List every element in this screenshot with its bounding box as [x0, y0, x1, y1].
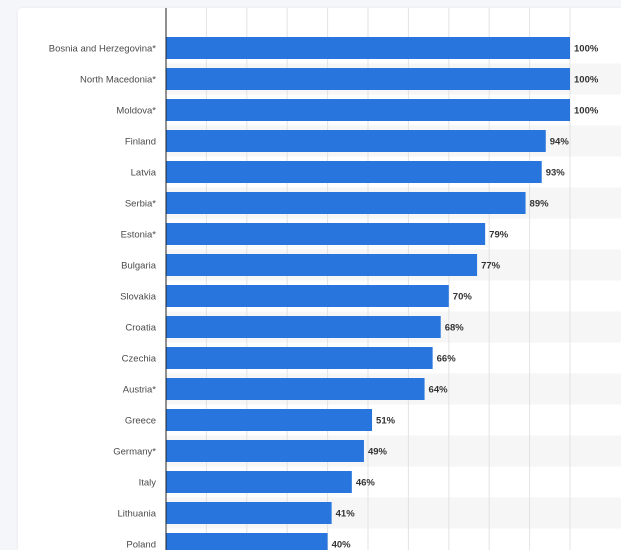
category-label: Estonia*	[121, 230, 157, 241]
bar	[166, 440, 364, 462]
category-label: Germany*	[113, 447, 156, 458]
bar	[166, 99, 570, 121]
bar-chart: Bosnia and Herzegovina* North Macedonia* M…	[49, 8, 621, 550]
bar	[166, 409, 373, 431]
value-label: 77%	[481, 261, 501, 272]
category-label: Czechia	[122, 354, 157, 365]
category-label: Moldova*	[116, 106, 156, 117]
value-label: 100%	[574, 44, 599, 55]
category-label: Croatia	[125, 323, 156, 334]
category-label: Serbia*	[125, 199, 156, 210]
value-label: 64%	[429, 385, 449, 396]
value-label: 89%	[530, 199, 550, 210]
value-label: 79%	[489, 230, 509, 241]
chart-card: Bosnia and Herzegovina* North Macedonia* M…	[18, 8, 621, 550]
bar	[166, 378, 425, 400]
bar	[166, 37, 570, 59]
bar	[166, 316, 441, 338]
value-label: 51%	[376, 416, 396, 427]
value-labels: 100% 100% 100% 94% 93% 89% 79% 77% 70% 68% 66% 64% 5…	[332, 44, 599, 550]
category-label: Bosnia and Herzegovina*	[49, 44, 157, 55]
bars	[166, 37, 570, 550]
bar	[166, 192, 526, 214]
bar	[166, 471, 352, 493]
value-label: 46%	[356, 478, 376, 489]
category-label: Latvia	[131, 168, 157, 179]
bar	[166, 285, 449, 307]
bar	[166, 347, 433, 369]
bar	[166, 161, 542, 183]
bar	[166, 533, 328, 550]
category-label: Austria*	[123, 385, 157, 396]
category-label: Greece	[125, 416, 156, 427]
category-label: Finland	[125, 137, 156, 148]
bar	[166, 68, 570, 90]
category-label: Bulgaria	[121, 261, 157, 272]
category-label: Slovakia	[120, 292, 157, 303]
bar	[166, 254, 478, 276]
category-label: Poland	[126, 540, 156, 550]
value-label: 49%	[368, 447, 388, 458]
category-label: Lithuania	[117, 509, 156, 520]
bar	[166, 502, 332, 524]
bar	[166, 223, 486, 245]
value-label: 100%	[574, 75, 599, 86]
value-label: 93%	[546, 168, 566, 179]
category-label: North Macedonia*	[80, 75, 156, 86]
value-label: 66%	[437, 354, 457, 365]
value-label: 68%	[445, 323, 465, 334]
bar	[166, 130, 546, 152]
value-label: 70%	[453, 292, 473, 303]
value-label: 94%	[550, 137, 570, 148]
value-label: 40%	[332, 540, 352, 550]
category-label: Italy	[139, 478, 157, 489]
value-label: 41%	[336, 509, 356, 520]
category-labels: Bosnia and Herzegovina* North Macedonia* M…	[49, 44, 157, 550]
value-label: 100%	[574, 106, 599, 117]
gridlines	[205, 8, 571, 550]
